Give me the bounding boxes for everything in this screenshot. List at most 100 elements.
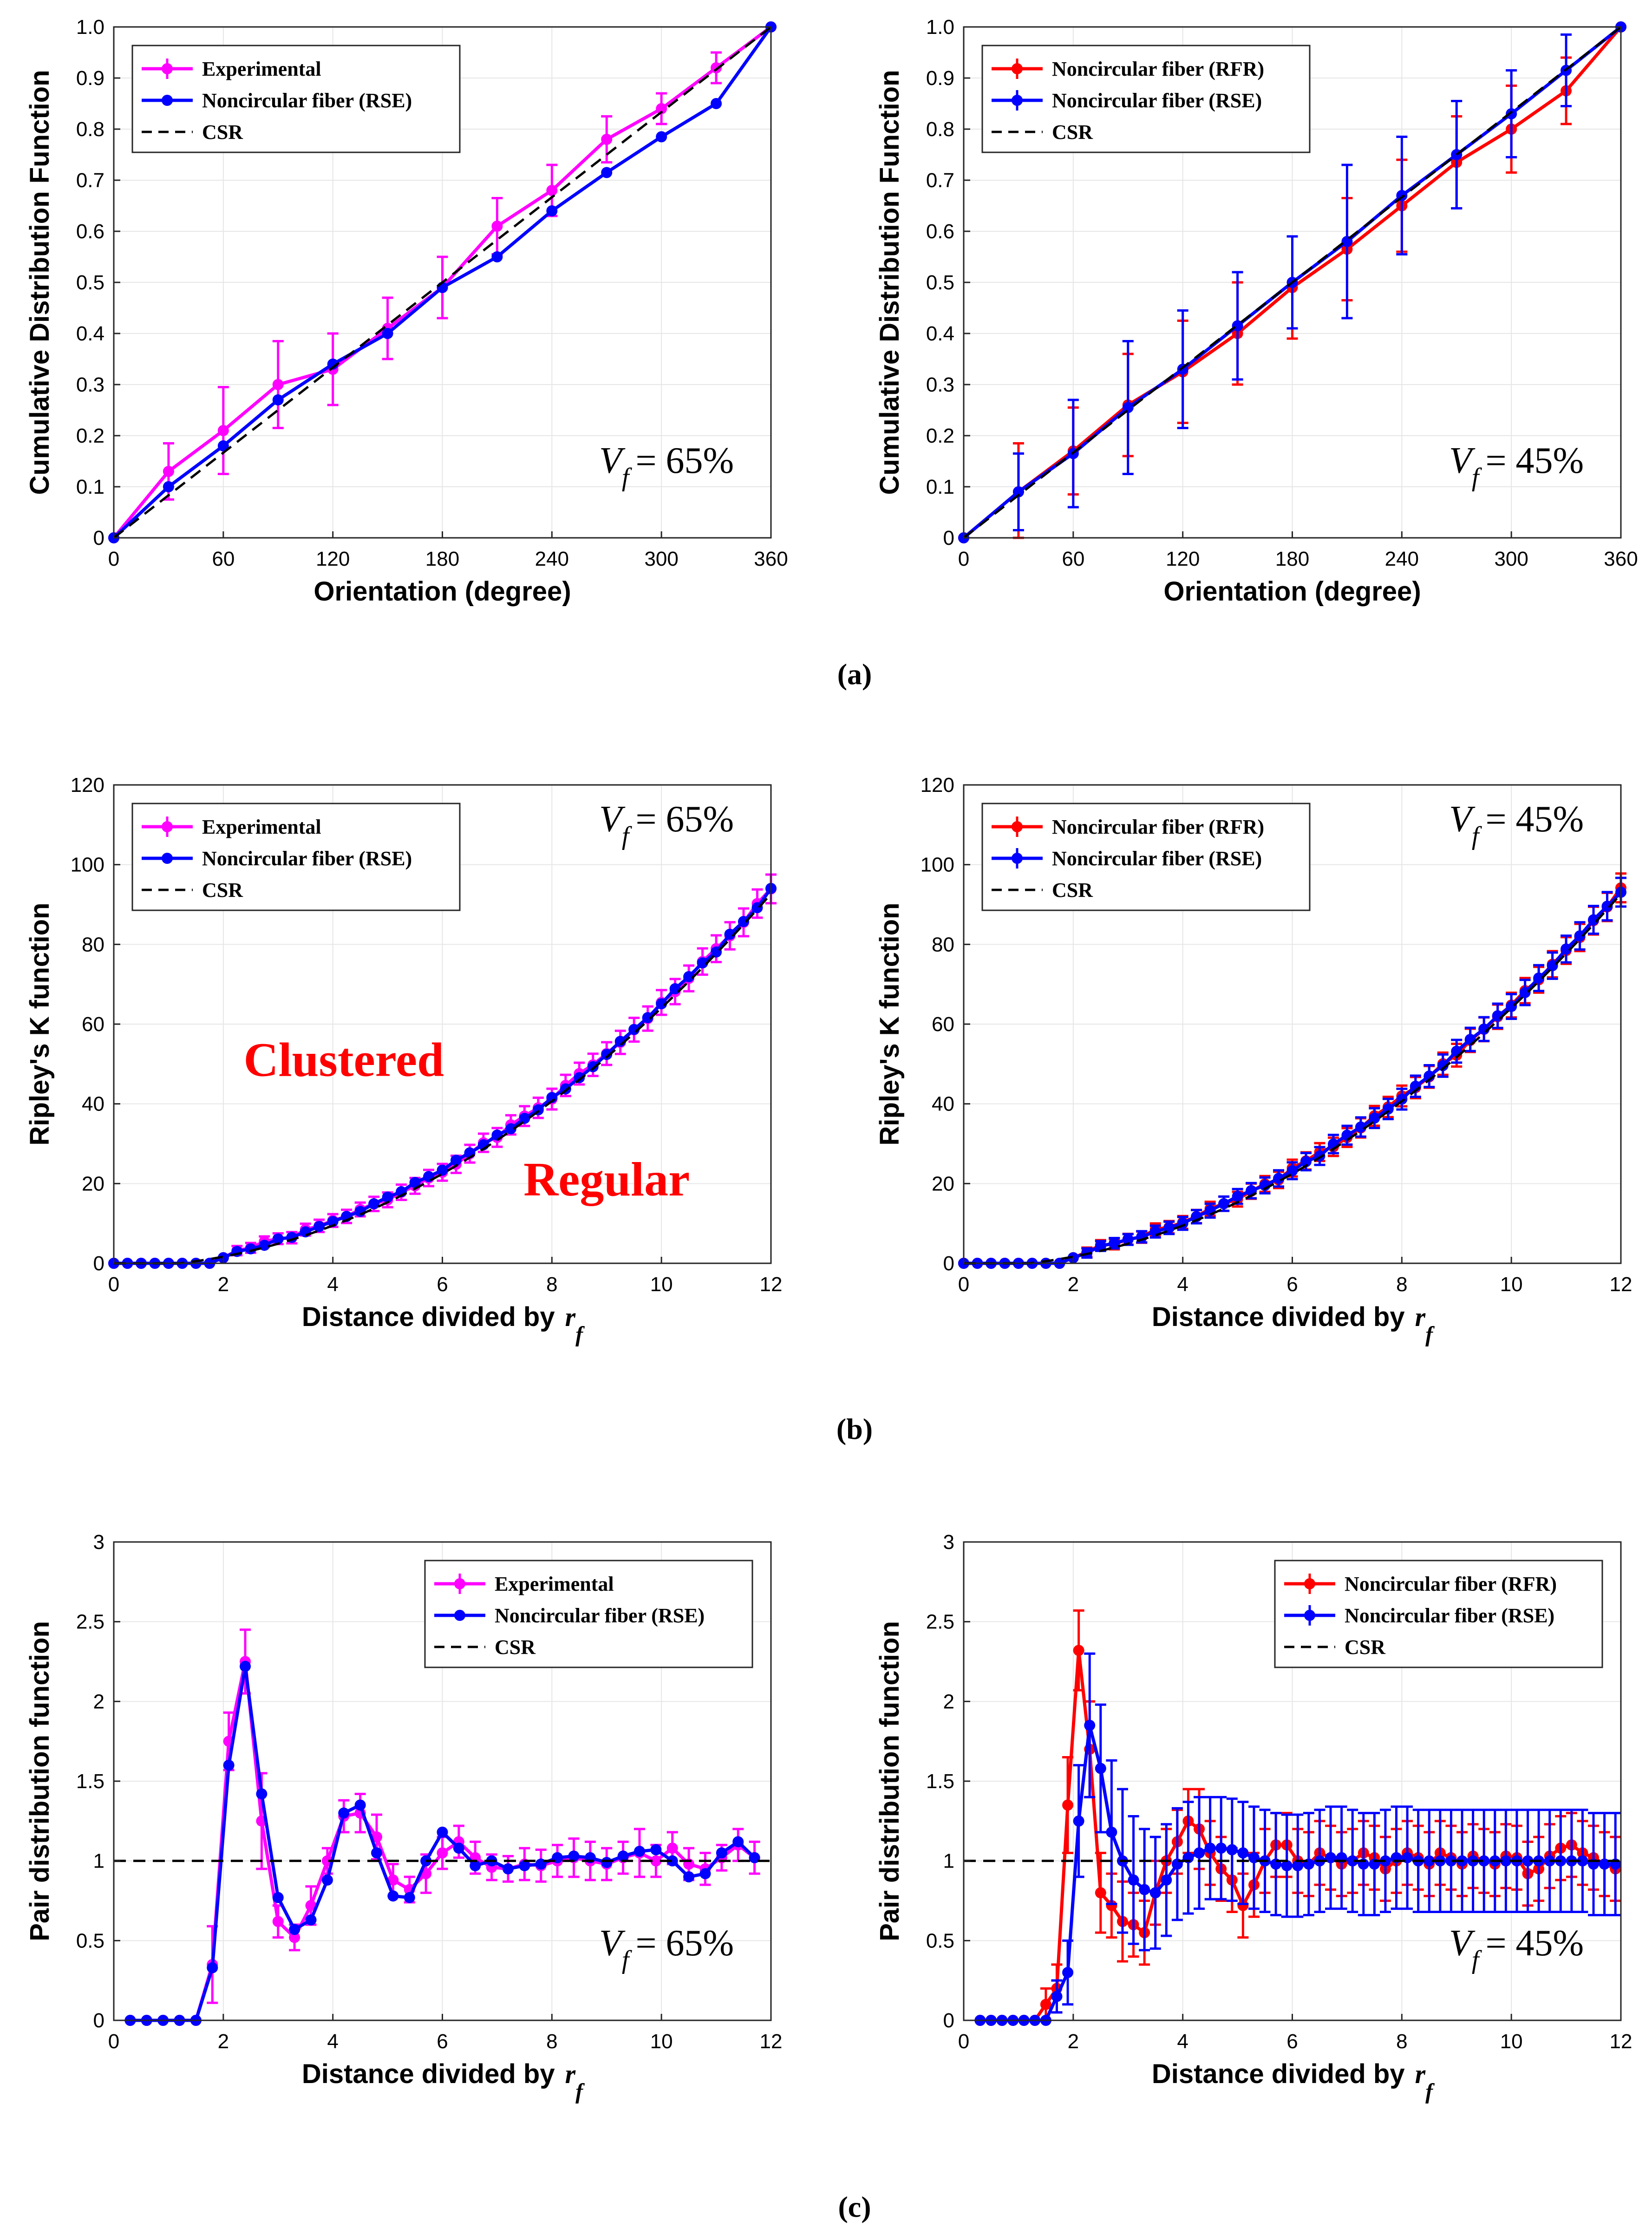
data-point [505, 1123, 516, 1135]
tick-label-y: 0.4 [76, 322, 104, 345]
tick-label-y: 20 [82, 1172, 104, 1195]
volume-fraction-annotation: Vf = 65% [599, 799, 734, 850]
y-axis-label: Ripley's K function [875, 903, 905, 1146]
data-point [716, 1847, 727, 1859]
data-point [650, 1844, 662, 1855]
data-point [272, 1233, 284, 1245]
tick-label-y: 20 [932, 1172, 954, 1195]
data-point [1194, 1847, 1205, 1859]
data-point [617, 1850, 629, 1862]
data-point [300, 1226, 311, 1238]
data-point [217, 440, 229, 451]
legend: Noncircular fiber (RFR) Noncircular fiber… [981, 45, 1311, 153]
y-axis-label: Pair distribution function [875, 1621, 905, 1941]
legend-marker [454, 1610, 465, 1621]
data-point [1588, 914, 1600, 926]
data-point [1218, 1198, 1230, 1209]
data-point [1040, 1999, 1051, 2010]
tick-label-x: 6 [1286, 1273, 1298, 1296]
data-point [574, 1072, 585, 1084]
legend-label: CSR [1052, 879, 1093, 901]
annotation-value: = 45% [1485, 440, 1584, 481]
data-point [491, 221, 503, 232]
tick-label-y: 40 [932, 1093, 954, 1116]
tick-label-y: 0.7 [76, 169, 104, 192]
data-point [1095, 1240, 1106, 1252]
data-point [1073, 1645, 1084, 1656]
data-point [272, 379, 284, 390]
data-point [1106, 1826, 1117, 1838]
data-point [1300, 1156, 1312, 1168]
legend: Experimental Noncircular fiber (RSE) CSR [131, 803, 461, 911]
data-point [1601, 901, 1613, 912]
legend: Experimental Noncircular fiber (RSE) CSR [424, 1560, 753, 1668]
tick-label-x: 0 [108, 548, 119, 570]
tick-label-y: 1 [93, 1850, 104, 1873]
tick-label-y: 80 [932, 933, 954, 956]
data-point [338, 1807, 350, 1819]
caption-c: (c) [838, 2190, 871, 2223]
x-axis-label: Distance divided by rf [302, 2059, 585, 2104]
legend: Noncircular fiber (RFR) Noncircular fiber… [981, 803, 1311, 911]
tick-label-y: 2.5 [926, 1611, 954, 1633]
tick-label-x: 240 [1385, 548, 1419, 570]
region-label: Regular [523, 1153, 690, 1206]
tick-label-y: 80 [82, 933, 104, 956]
tick-label-x: 360 [1604, 548, 1638, 570]
legend-label: Experimental [202, 58, 321, 80]
tick-label-y: 100 [921, 854, 954, 876]
tick-label-x: 10 [650, 2030, 673, 2053]
tick-label-y: 3 [943, 1531, 954, 1554]
data-point [272, 1916, 284, 1927]
tick-label-y: 0.3 [926, 373, 954, 396]
tick-label-x: 60 [212, 548, 235, 570]
region-label: Clustered [244, 1033, 444, 1087]
data-point [1232, 320, 1243, 332]
data-point [382, 328, 393, 339]
data-point [1204, 1205, 1216, 1216]
data-point [519, 1112, 530, 1124]
tick-label-x: 6 [437, 2030, 448, 2053]
tick-label-y: 0.1 [76, 476, 104, 498]
data-point [1281, 1860, 1293, 1871]
data-point [289, 1932, 300, 1943]
data-point [546, 185, 558, 196]
x-axis-label: Distance divided by rf [1152, 1302, 1435, 1347]
data-point [1161, 1874, 1172, 1886]
data-point [601, 1049, 613, 1060]
annotation-value: = 65% [635, 440, 734, 481]
series-line [963, 26, 1622, 539]
data-point [1106, 1900, 1117, 1911]
legend-label: Noncircular fiber (RSE) [1052, 847, 1262, 870]
data-point [568, 1850, 580, 1862]
data-point [321, 1874, 333, 1886]
data-point [1561, 943, 1572, 955]
data-point [724, 928, 736, 940]
data-point [732, 1836, 744, 1848]
x-axis-variable: r [1415, 1302, 1426, 1332]
tick-label-y: 1.5 [76, 1770, 104, 1793]
x-axis-label: Orientation (degree) [1163, 576, 1421, 607]
tick-label-y: 0 [93, 1252, 104, 1275]
data-point [628, 1024, 640, 1035]
data-point [313, 1221, 325, 1232]
tick-label-y: 0.1 [926, 476, 954, 498]
data-point [656, 131, 667, 143]
tick-label-y: 0.5 [926, 1929, 954, 1952]
legend-label: CSR [202, 121, 243, 144]
data-point [738, 916, 750, 928]
legend-label: Noncircular fiber (RSE) [1052, 89, 1262, 112]
annotation-subscript: f [1472, 822, 1482, 850]
data-point [1273, 1173, 1285, 1184]
tick-label-x: 12 [760, 2030, 783, 2053]
tick-label-y: 120 [921, 774, 954, 797]
data-point [1122, 402, 1134, 413]
data-point [1599, 1858, 1610, 1870]
tick-label-y: 3 [93, 1531, 104, 1554]
data-point [711, 98, 722, 109]
data-point [519, 1860, 530, 1871]
data-point [437, 1847, 448, 1859]
data-point [1149, 1887, 1161, 1899]
tick-label-y: 0.2 [926, 425, 954, 447]
